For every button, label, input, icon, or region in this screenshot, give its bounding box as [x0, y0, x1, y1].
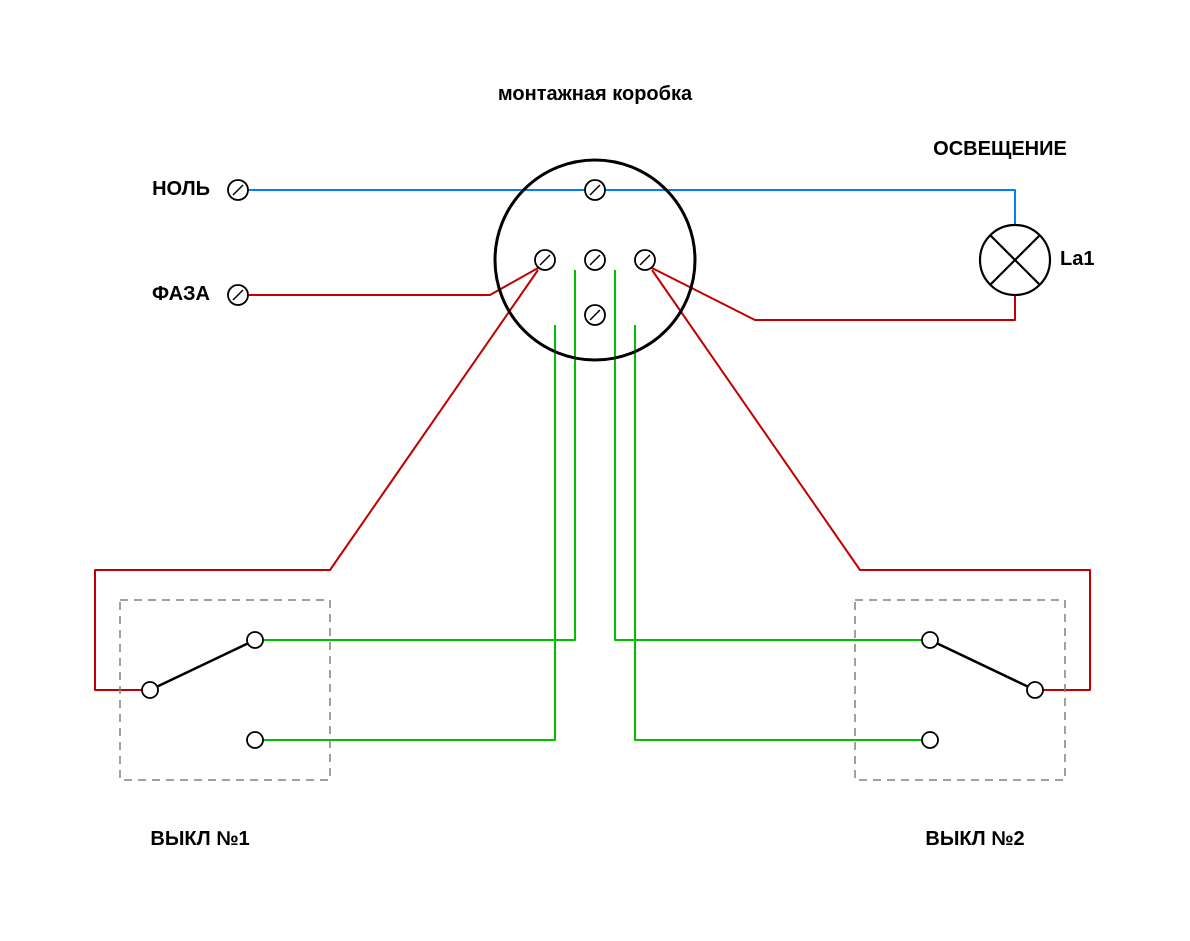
switch-traveler-terminal: [922, 632, 938, 648]
wire-sw1_trav_top: [263, 270, 575, 640]
wire-sw2_trav_top: [615, 270, 922, 640]
label-phase: ФАЗА: [152, 283, 210, 305]
jb-terminal-bottom: [585, 305, 605, 325]
wiring-diagram: монтажная коробка НОЛЬ ФАЗА ОСВЕЩЕНИЕ La1 ВЫК…: [0, 0, 1190, 941]
wire-sw2_common: [652, 270, 1090, 690]
jb-terminal-right: [635, 250, 655, 270]
switch-lever: [930, 640, 1035, 690]
label-switch-1: ВЫКЛ №1: [150, 828, 249, 850]
label-neutral: НОЛЬ: [152, 178, 210, 200]
label-switch-2: ВЫКЛ №2: [925, 828, 1024, 850]
wire-phase_to_lamp: [652, 268, 1015, 320]
jb-terminal-center: [585, 250, 605, 270]
wire-sw2_trav_bot: [635, 325, 922, 740]
switch-lever: [150, 640, 255, 690]
switch-common-terminal: [1027, 682, 1043, 698]
jb-terminal-left: [535, 250, 555, 270]
jb-terminal-top: [585, 180, 605, 200]
label-junction-box: монтажная коробка: [498, 83, 693, 105]
lamp-symbol: [980, 225, 1050, 295]
switch-sw1: [120, 600, 330, 780]
source-terminal-phase: [228, 285, 248, 305]
source-terminal-neutral: [228, 180, 248, 200]
switch-traveler-terminal: [922, 732, 938, 748]
junction-box: [495, 160, 695, 360]
switch-traveler-terminal: [247, 732, 263, 748]
switch-common-terminal: [142, 682, 158, 698]
wire-sw1_common: [95, 270, 538, 690]
label-lighting: ОСВЕЩЕНИЕ: [933, 138, 1067, 160]
wire-sw1_trav_bot: [263, 325, 555, 740]
label-lamp: La1: [1060, 248, 1094, 270]
switch-traveler-terminal: [247, 632, 263, 648]
switch-sw2: [855, 600, 1065, 780]
wire-neutral_out: [605, 190, 1015, 225]
wires: [95, 190, 1090, 740]
